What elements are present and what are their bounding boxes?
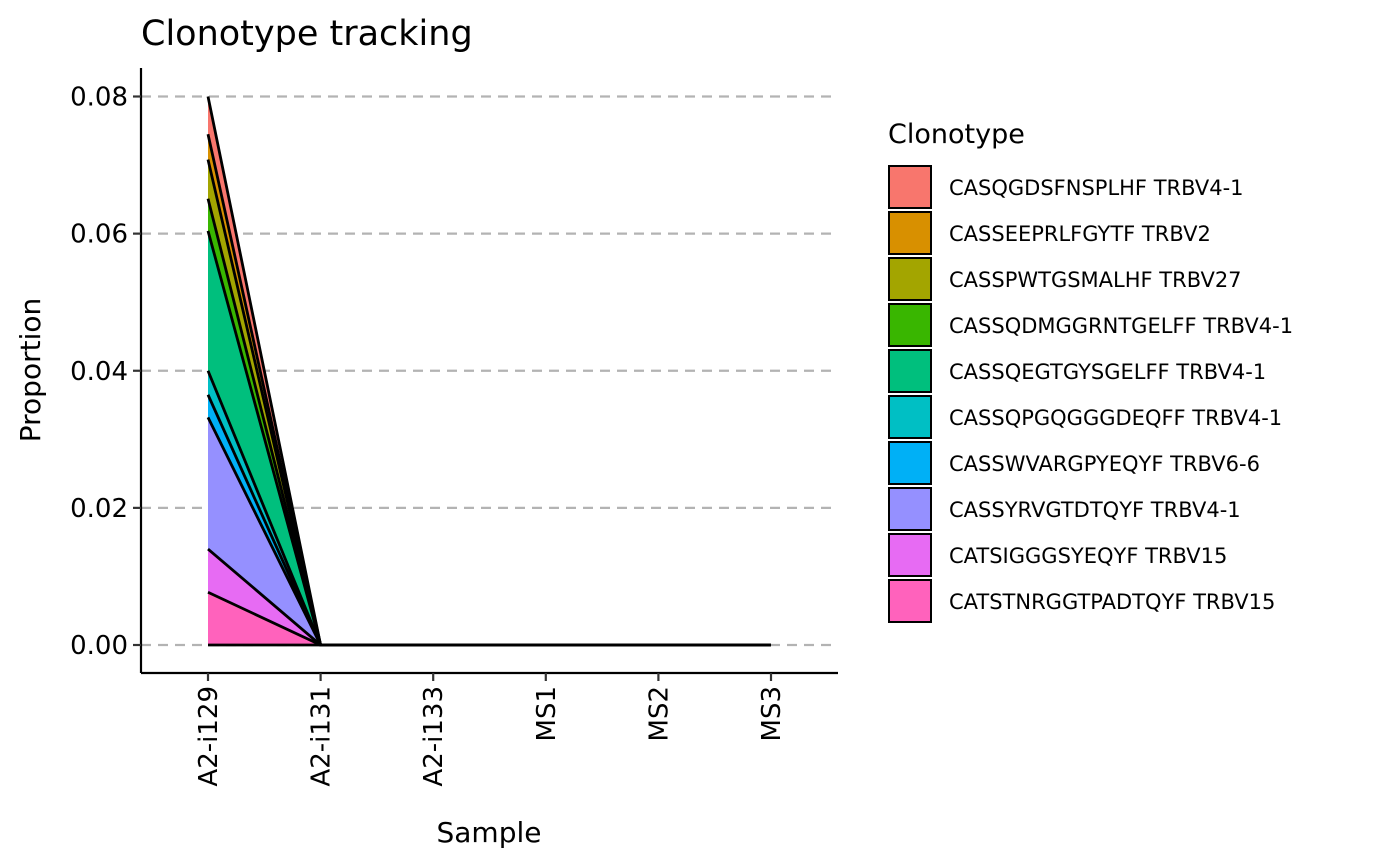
chart-title: Clonotype tracking [141, 14, 473, 54]
legend-swatch [888, 579, 932, 623]
y-tick-label: 0.06 [70, 220, 128, 250]
legend-label: CASSQDMGGRNTGELFF TRBV4-1 [949, 314, 1293, 338]
y-tick-label: 0.08 [70, 83, 128, 113]
legend-label: CASSYRVGTDTQYF TRBV4-1 [949, 498, 1241, 522]
y-tick-label: 0.04 [70, 357, 128, 387]
legend-swatch [888, 441, 932, 485]
y-tick-label: 0.00 [70, 631, 128, 661]
x-axis-title: Sample [437, 816, 542, 849]
legend-label: CASSPWTGSMALHF TRBV27 [949, 268, 1242, 292]
legend-label: CASSEEPRLFGYTF TRBV2 [949, 222, 1211, 246]
x-tick-label: A2-i131 [307, 686, 337, 787]
axes: 0.00 0.02 0.04 0.06 0.08 A2-i129 A2-i131 A2-i13… [70, 68, 838, 787]
legend-label: CASSWVARGPYEQYF TRBV6-6 [949, 452, 1260, 476]
x-tick-label: MS1 [532, 686, 562, 741]
legend-swatch [888, 533, 932, 577]
legend-label: CASSQPGQGGGDEQFF TRBV4-1 [949, 406, 1282, 430]
legend-label: CATSIGGGSYEQYF TRBV15 [949, 544, 1227, 568]
legend: Clonotype CASQGDSFNSPLHF TRBV4-1 CASSEEPR… [888, 119, 1293, 623]
legend-swatch [888, 487, 932, 531]
legend-swatch [888, 395, 932, 439]
legend-label: CASQGDSFNSPLHF TRBV4-1 [949, 176, 1244, 200]
y-tick-label: 0.02 [70, 494, 128, 524]
legend-label: CASSQEGTGYSGELFF TRBV4-1 [949, 360, 1266, 384]
x-tick-label: MS2 [644, 686, 674, 741]
x-tick-label: A2-i133 [419, 686, 449, 787]
x-tick-label: A2-i129 [194, 686, 224, 787]
legend-swatch [888, 303, 932, 347]
legend-label: CATSTNRGGTPADTQYF TRBV15 [949, 590, 1275, 614]
legend-title: Clonotype [888, 119, 1025, 150]
legend-swatch [888, 349, 932, 393]
legend-swatch [888, 165, 932, 209]
legend-swatch [888, 211, 932, 255]
legend-swatch [888, 257, 932, 301]
x-tick-label: MS3 [757, 686, 787, 741]
y-axis-title: Proportion [14, 298, 47, 442]
stacked-areas [206, 96, 771, 647]
area-series-10 [208, 592, 771, 645]
